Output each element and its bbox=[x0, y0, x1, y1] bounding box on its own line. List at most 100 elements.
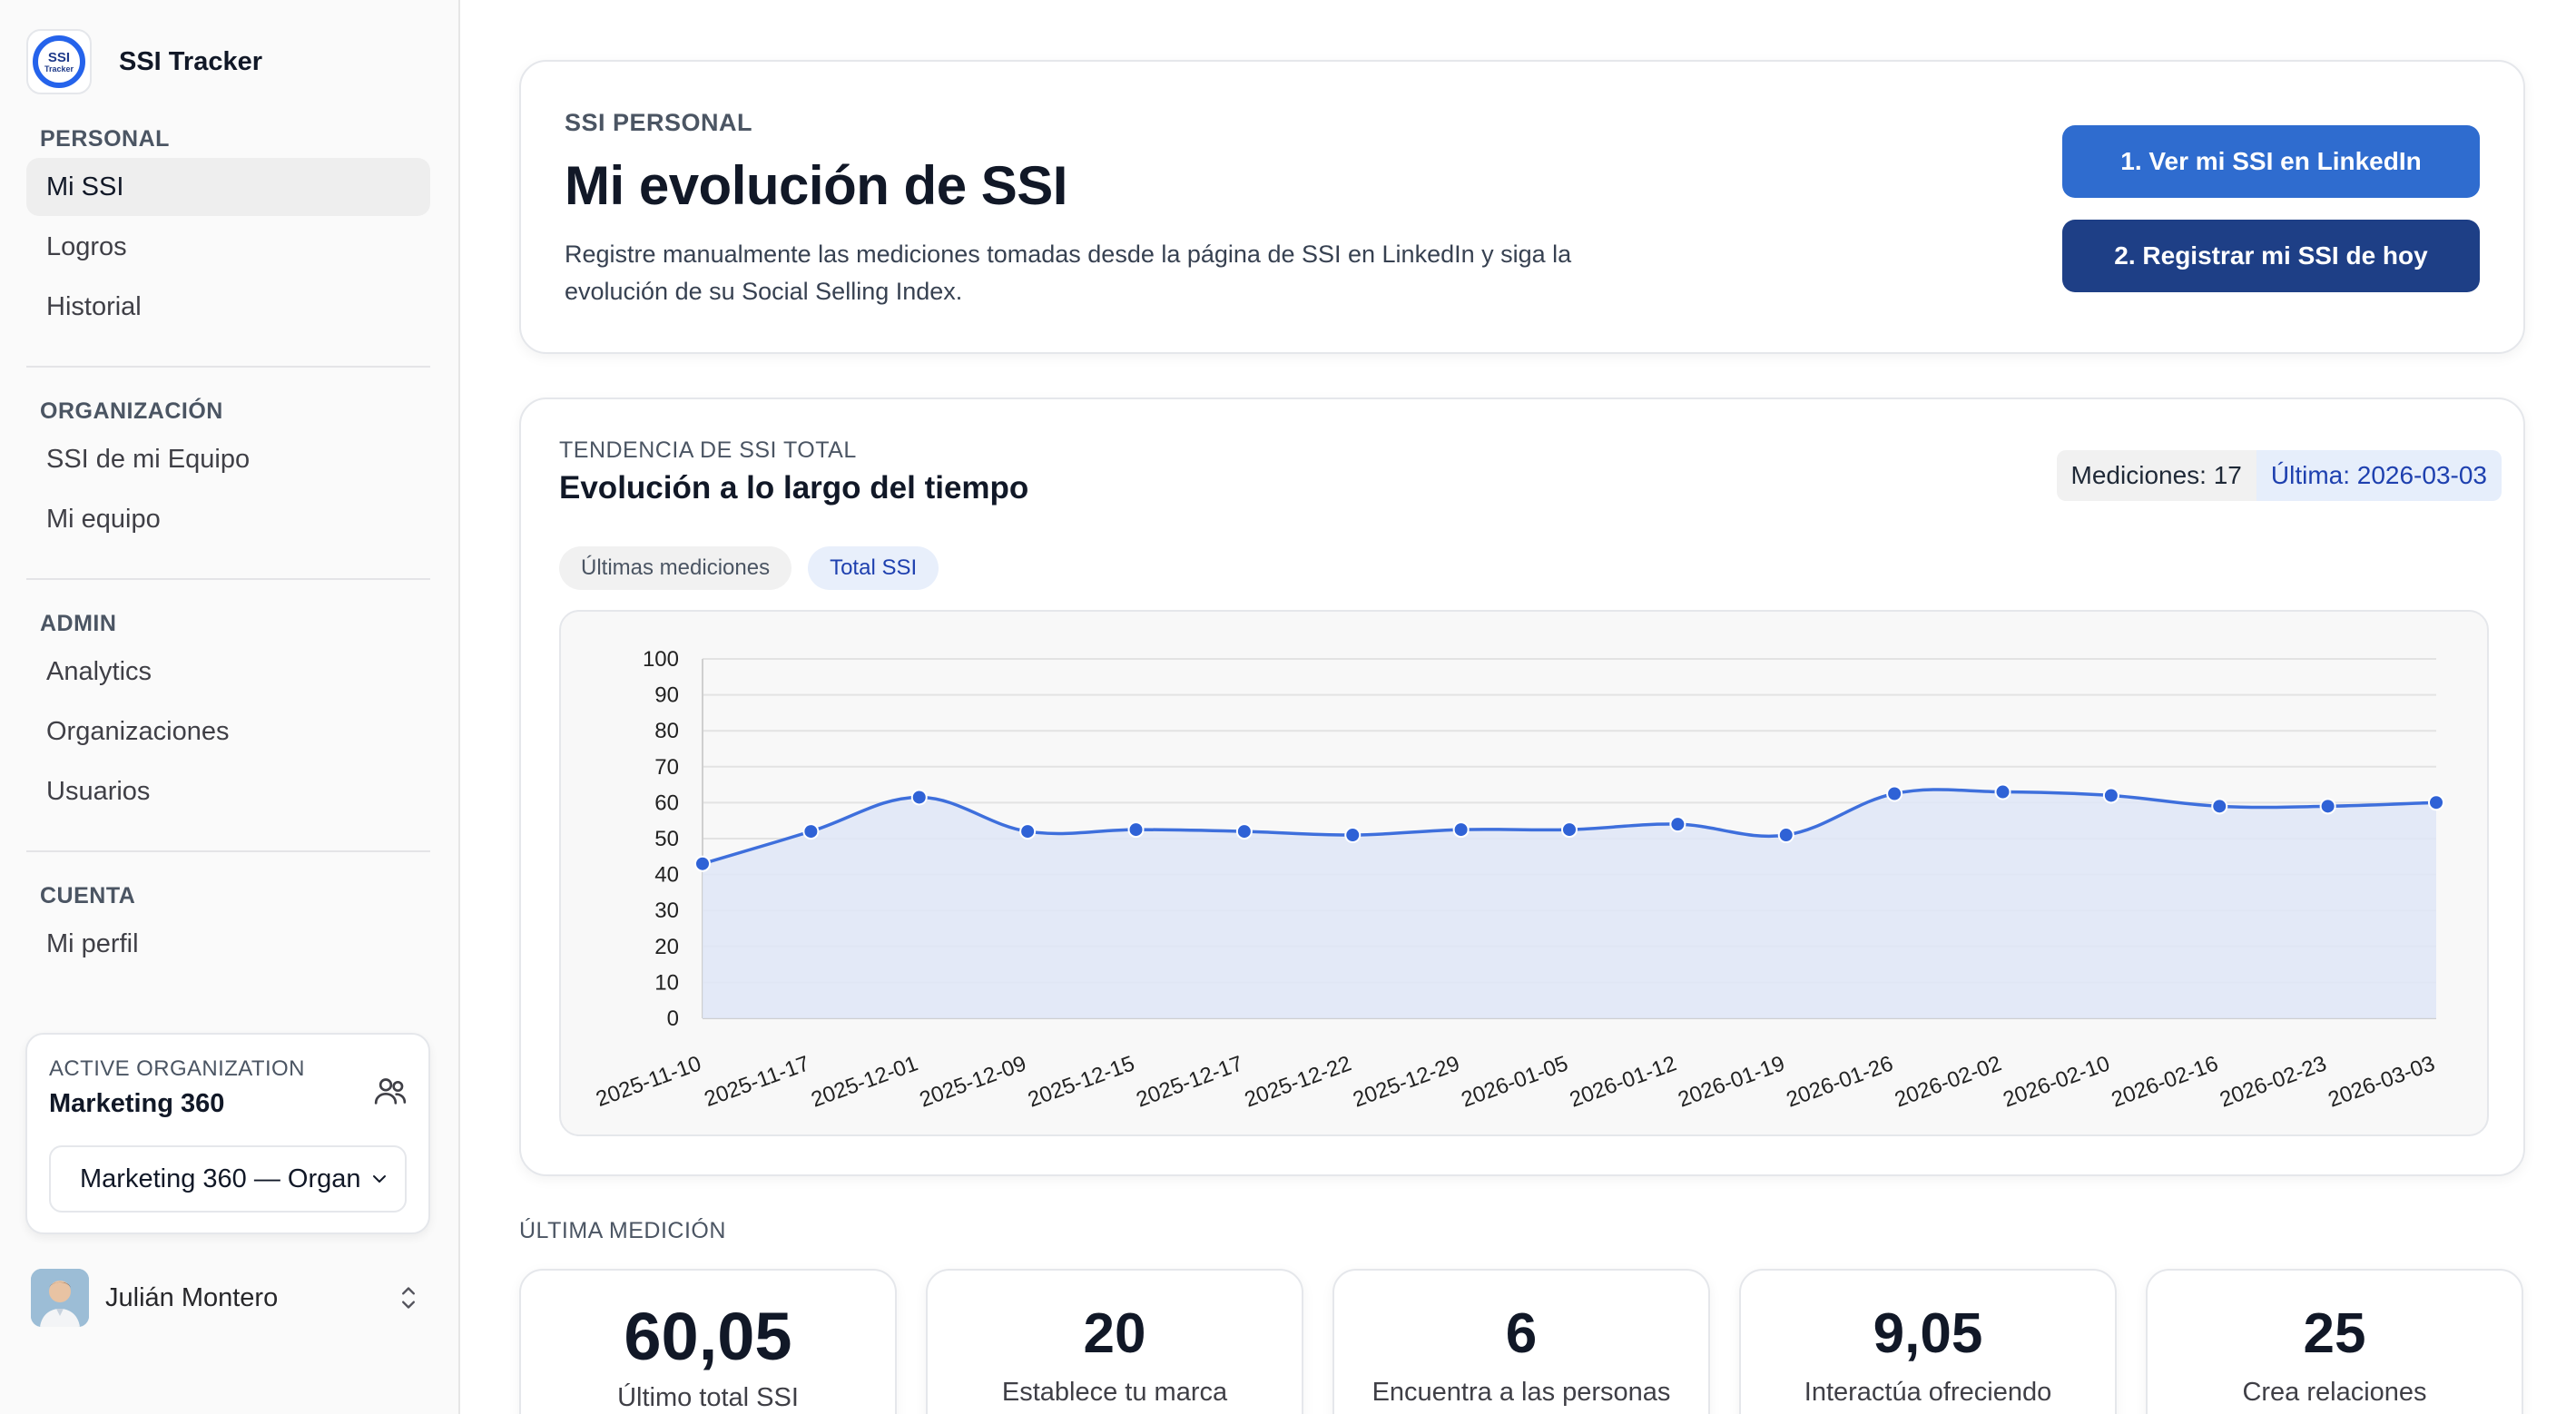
data-point bbox=[910, 789, 928, 806]
nav-heading-organizacion: ORGANIZACIÓN bbox=[40, 398, 223, 424]
sidebar-divider bbox=[26, 578, 430, 580]
x-tick-label: 2025-12-01 bbox=[808, 1051, 921, 1112]
y-tick-label: 0 bbox=[667, 1006, 679, 1031]
chevrons-up-down-icon[interactable] bbox=[396, 1281, 421, 1314]
logo-line1: SSI bbox=[47, 49, 71, 65]
latest-section-label: ÚLTIMA MEDICIÓN bbox=[519, 1218, 726, 1243]
ssi-trend-chart: 0 10 20 30 40 50 60 70 80 90 100 2025-11-102025-11-… bbox=[593, 647, 2444, 1113]
last-measurement-badge: Última: 2026-03-03 bbox=[2256, 450, 2502, 501]
data-point bbox=[2211, 798, 2228, 815]
x-tick-label: 2025-11-17 bbox=[702, 1051, 813, 1112]
users-icon bbox=[374, 1078, 407, 1105]
x-tick-label: 2026-01-26 bbox=[1784, 1051, 1897, 1112]
sidebar-item-mi-perfil[interactable]: Mi perfil bbox=[46, 929, 139, 958]
sidebar-divider bbox=[26, 366, 430, 368]
nav-section-admin: ADMIN Analytics Organizaciones Usuarios bbox=[26, 608, 430, 820]
metric-label: Último total SSI bbox=[617, 1383, 799, 1412]
nav-section-personal: PERSONAL Mi SSI Logros Historial bbox=[26, 123, 430, 336]
sidebar-item-logros[interactable]: Logros bbox=[46, 232, 127, 261]
metric-value: 6 bbox=[1505, 1302, 1538, 1365]
avatar-image bbox=[31, 1269, 89, 1327]
chart-area: 0 10 20 30 40 50 60 70 80 90 100 2025-11-10 2025-11-… bbox=[559, 610, 2489, 1136]
x-tick-label: 2025-12-09 bbox=[917, 1051, 1030, 1112]
metric-value: 25 bbox=[2303, 1302, 2366, 1365]
data-point bbox=[1994, 783, 2011, 800]
nav-section-cuenta: CUENTA Mi perfil bbox=[26, 880, 430, 973]
metric-label: Interactúa ofreciendo bbox=[1804, 1378, 2052, 1407]
x-tick-label: 2025-11-10 bbox=[593, 1051, 704, 1112]
active-org-name: Marketing 360 bbox=[49, 1089, 225, 1118]
avatar bbox=[31, 1269, 89, 1327]
nav-section-organizacion: ORGANIZACIÓN SSI de mi Equipo Mi equipo bbox=[26, 396, 430, 548]
tab-total-ssi[interactable]: Total SSI bbox=[808, 546, 939, 590]
data-point bbox=[1019, 823, 1037, 840]
metric-value: 20 bbox=[1083, 1302, 1146, 1365]
y-tick-label: 30 bbox=[654, 898, 679, 923]
sidebar-item-usuarios[interactable]: Usuarios bbox=[46, 777, 151, 806]
nav-heading-personal: PERSONAL bbox=[40, 126, 170, 152]
x-tick-label: 2026-02-23 bbox=[2217, 1051, 2330, 1112]
chart-tabs: Últimas mediciones Total SSI bbox=[559, 546, 955, 590]
page-title: Mi evolución de SSI bbox=[565, 155, 1067, 216]
data-point bbox=[1777, 827, 1794, 844]
tab-ultimas-mediciones[interactable]: Últimas mediciones bbox=[559, 546, 792, 590]
y-tick-label: 40 bbox=[654, 863, 679, 888]
brand-name: SSI Tracker bbox=[119, 46, 262, 76]
user-menu[interactable]: Julián Montero bbox=[31, 1269, 421, 1327]
trend-badges: Mediciones: 17 Última: 2026-03-03 bbox=[2056, 450, 2502, 501]
sidebar-divider bbox=[26, 850, 430, 852]
logo-ring: SSI Tracker bbox=[33, 35, 85, 88]
brand-logo: SSI Tracker bbox=[26, 29, 92, 94]
metric-label: Encuentra a las personas bbox=[1372, 1378, 1671, 1407]
sidebar: SSI Tracker SSI Tracker PERSONAL Mi SSI … bbox=[0, 0, 460, 1414]
data-point bbox=[2319, 798, 2336, 815]
brand[interactable]: SSI Tracker SSI Tracker bbox=[26, 29, 262, 94]
org-select[interactable]: Marketing 360 — Organización bbox=[49, 1145, 407, 1213]
x-tick-label: 2026-01-19 bbox=[1675, 1051, 1788, 1112]
hero-description: Registre manualmente las mediciones toma… bbox=[565, 241, 1572, 305]
data-point bbox=[1127, 821, 1145, 839]
sidebar-item-organizaciones[interactable]: Organizaciones bbox=[46, 717, 230, 746]
data-point bbox=[1886, 785, 1903, 802]
y-tick-label: 100 bbox=[643, 647, 679, 672]
data-point bbox=[2102, 787, 2119, 804]
metric-card-relaciones: 25 Crea relaciones bbox=[2146, 1269, 2523, 1414]
x-tick-label: 2026-01-05 bbox=[1458, 1051, 1571, 1112]
sidebar-item-mi-equipo[interactable]: Mi equipo bbox=[46, 505, 161, 534]
x-tick-label: 2026-02-10 bbox=[2000, 1051, 2113, 1112]
x-tick-label: 2025-12-22 bbox=[1242, 1051, 1355, 1112]
metric-label: Crea relaciones bbox=[2242, 1378, 2427, 1407]
x-tick-label: 2026-03-03 bbox=[2325, 1051, 2438, 1112]
hero-card: SSI PERSONAL Mi evolución de SSI Registr… bbox=[519, 60, 2525, 354]
sidebar-item-ssi-equipo[interactable]: SSI de mi Equipo bbox=[46, 445, 251, 474]
active-org-label: ACTIVE ORGANIZATION bbox=[49, 1056, 305, 1081]
trend-card: TENDENCIA DE SSI TOTAL Evolución a lo la… bbox=[519, 398, 2525, 1176]
sidebar-item-mi-ssi[interactable]: Mi SSI bbox=[26, 158, 430, 216]
register-ssi-button[interactable]: 2. Registrar mi SSI de hoy bbox=[2062, 220, 2480, 292]
x-tick-label: 2026-01-12 bbox=[1567, 1051, 1680, 1112]
nav-heading-admin: ADMIN bbox=[40, 611, 117, 636]
metric-card-total: 60,05 Último total SSI bbox=[519, 1269, 897, 1414]
data-point bbox=[694, 855, 711, 872]
sidebar-item-analytics[interactable]: Analytics bbox=[46, 657, 152, 686]
metric-card-marca: 20 Establece tu marca bbox=[926, 1269, 1303, 1414]
data-point bbox=[1452, 821, 1470, 839]
view-linkedin-ssi-button[interactable]: 1. Ver mi SSI en LinkedIn bbox=[2062, 125, 2480, 198]
y-tick-label: 60 bbox=[654, 790, 679, 815]
data-point bbox=[802, 823, 820, 840]
y-tick-label: 90 bbox=[654, 683, 679, 708]
data-point bbox=[1344, 827, 1362, 844]
sidebar-item-historial[interactable]: Historial bbox=[46, 292, 142, 321]
y-tick-label: 10 bbox=[654, 970, 679, 995]
y-tick-label: 70 bbox=[654, 755, 679, 780]
hero-eyebrow: SSI PERSONAL bbox=[565, 109, 753, 136]
chevron-down-icon bbox=[373, 1175, 386, 1183]
active-org-card: ACTIVE ORGANIZATION Marketing 360 Market… bbox=[25, 1033, 430, 1234]
data-point bbox=[1669, 816, 1686, 833]
trend-title: Evolución a lo largo del tiempo bbox=[559, 470, 1029, 506]
metric-label: Establece tu marca bbox=[1001, 1378, 1228, 1407]
nav-heading-cuenta: CUENTA bbox=[40, 883, 136, 908]
user-name: Julián Montero bbox=[105, 1282, 279, 1312]
x-tick-label: 2026-02-16 bbox=[2109, 1051, 2222, 1112]
y-tick-label: 80 bbox=[654, 719, 679, 743]
